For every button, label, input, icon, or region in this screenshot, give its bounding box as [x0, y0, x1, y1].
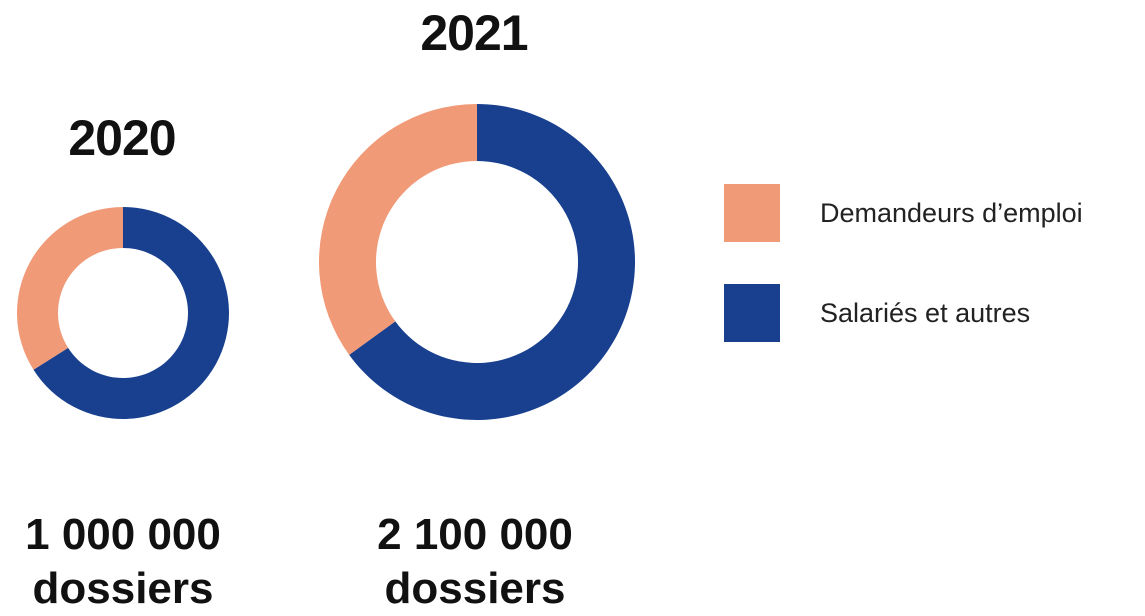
legend-swatch-demandeurs [724, 184, 780, 242]
total-value-2021: 2 100 000 [377, 510, 573, 559]
total-value-2020: 1 000 000 [25, 510, 221, 559]
slice-2021-salaries [349, 104, 636, 420]
chart-title-2020: 2020 [68, 110, 176, 166]
total-unit-2020: dossiers [32, 564, 214, 613]
slice-2021-demandeurs [319, 104, 477, 355]
legend-item-salaries: Salariés et autres [724, 284, 1030, 342]
slice-2020-demandeurs [17, 207, 123, 370]
legend-label-salaries: Salariés et autres [820, 297, 1031, 328]
chart-title-2021: 2021 [420, 5, 528, 61]
legend-item-demandeurs: Demandeurs d’emploi [724, 184, 1083, 242]
legend-swatch-salaries [724, 284, 780, 342]
total-label-2021: 2 100 000 dossiers [325, 508, 625, 616]
total-label-2020: 1 000 000 dossiers [0, 508, 273, 616]
slice-2020-salaries [33, 207, 230, 420]
total-unit-2021: dossiers [384, 564, 566, 613]
donut-chart-2020 [17, 207, 230, 420]
donut-chart-2021 [319, 104, 636, 420]
legend-label-demandeurs: Demandeurs d’emploi [820, 197, 1083, 228]
